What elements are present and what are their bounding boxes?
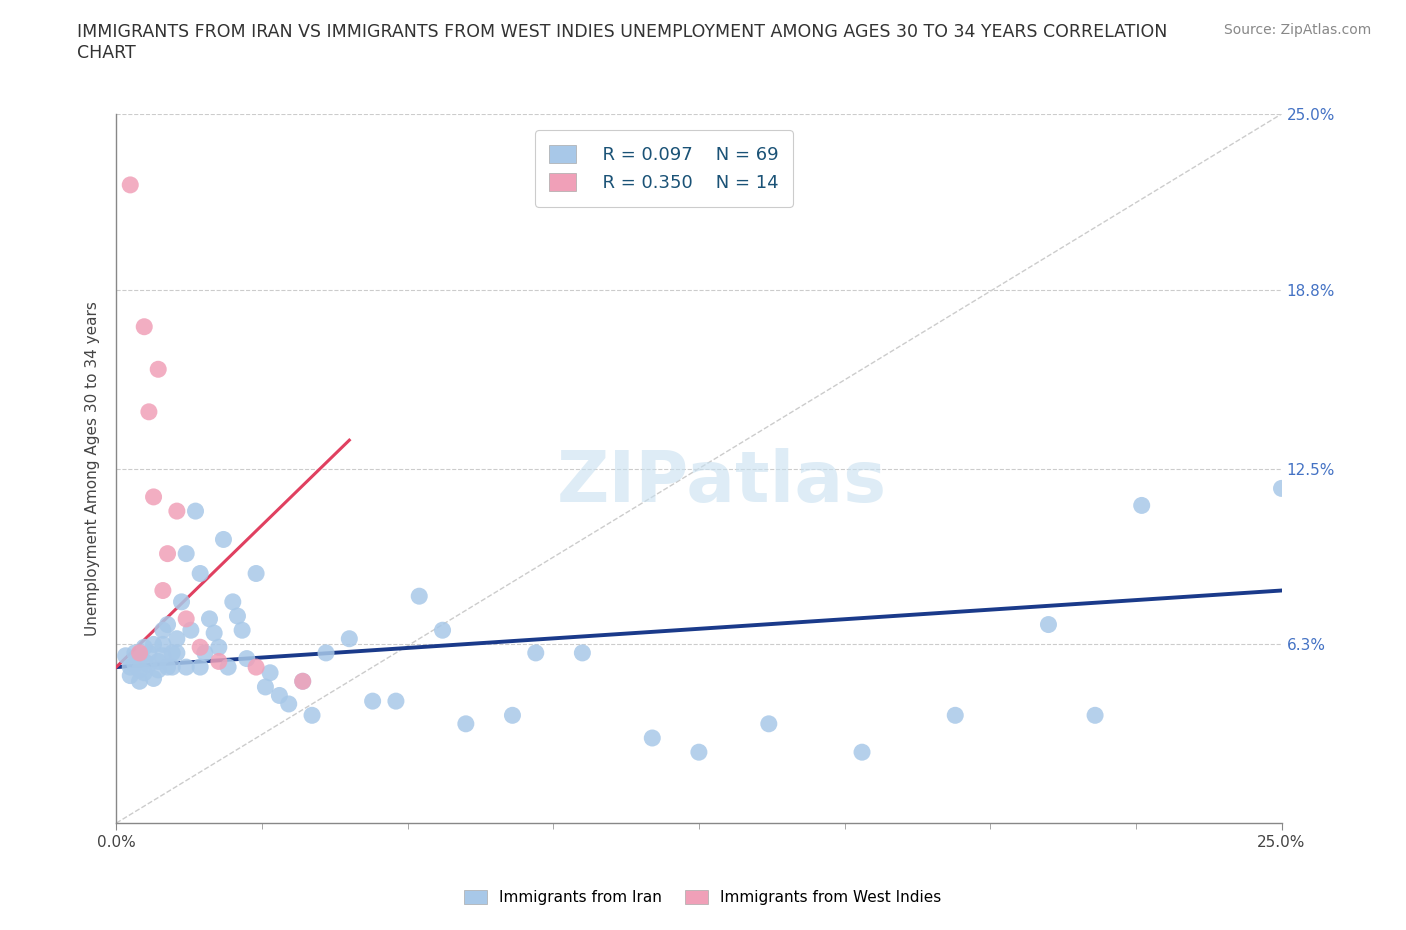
Point	[208, 640, 231, 655]
Legend:   R = 0.097    N = 69,   R = 0.350    N = 14: R = 0.097 N = 69, R = 0.350 N = 14	[534, 130, 793, 206]
Point	[152, 637, 174, 652]
Point	[408, 589, 430, 604]
Point	[160, 659, 183, 674]
Text: ZIPatlas: ZIPatlas	[557, 448, 887, 517]
Point	[188, 659, 211, 674]
Point	[361, 694, 384, 709]
Point	[301, 708, 323, 723]
Point	[142, 671, 165, 686]
Point	[148, 362, 170, 377]
Point	[148, 654, 170, 669]
Point	[174, 659, 197, 674]
Point	[166, 631, 188, 646]
Point	[128, 651, 150, 666]
Point	[148, 662, 170, 677]
Point	[156, 659, 179, 674]
Point	[259, 665, 281, 680]
Point	[128, 662, 150, 677]
Point	[128, 645, 150, 660]
Point	[337, 631, 360, 646]
Point	[180, 623, 202, 638]
Point	[120, 178, 142, 193]
Y-axis label: Unemployment Among Ages 30 to 34 years: Unemployment Among Ages 30 to 34 years	[86, 301, 100, 636]
Point	[277, 697, 299, 711]
Point	[291, 674, 314, 689]
Point	[432, 623, 454, 638]
Point	[194, 645, 217, 660]
Point	[1130, 498, 1153, 512]
Point	[245, 566, 267, 581]
Text: Source: ZipAtlas.com: Source: ZipAtlas.com	[1223, 23, 1371, 37]
Point	[1270, 481, 1292, 496]
Point	[1038, 618, 1060, 632]
Point	[142, 637, 165, 652]
Point	[120, 659, 142, 674]
Point	[1084, 708, 1107, 723]
Point	[166, 645, 188, 660]
Point	[138, 405, 160, 419]
Point	[231, 623, 253, 638]
Point	[124, 645, 146, 660]
Point	[134, 654, 156, 669]
Point	[385, 694, 408, 709]
Point	[851, 745, 873, 760]
Point	[571, 645, 593, 660]
Point	[291, 674, 314, 689]
Point	[217, 659, 239, 674]
Point	[128, 674, 150, 689]
Point	[138, 645, 160, 660]
Point	[212, 532, 235, 547]
Point	[152, 648, 174, 663]
Point	[198, 611, 221, 626]
Point	[166, 504, 188, 519]
Point	[174, 546, 197, 561]
Point	[134, 319, 156, 334]
Point	[138, 657, 160, 671]
Point	[134, 665, 156, 680]
Point	[152, 583, 174, 598]
Point	[315, 645, 337, 660]
Point	[188, 640, 211, 655]
Point	[134, 640, 156, 655]
Point	[254, 680, 277, 695]
Point	[120, 668, 142, 683]
Point	[114, 648, 136, 663]
Text: IMMIGRANTS FROM IRAN VS IMMIGRANTS FROM WEST INDIES UNEMPLOYMENT AMONG AGES 30 T: IMMIGRANTS FROM IRAN VS IMMIGRANTS FROM …	[77, 23, 1168, 62]
Point	[142, 489, 165, 504]
Point	[688, 745, 710, 760]
Point	[641, 731, 664, 746]
Legend: Immigrants from Iran, Immigrants from West Indies: Immigrants from Iran, Immigrants from We…	[458, 884, 948, 911]
Point	[524, 645, 547, 660]
Point	[124, 657, 146, 671]
Point	[170, 594, 193, 609]
Point	[156, 546, 179, 561]
Point	[269, 688, 291, 703]
Point	[188, 566, 211, 581]
Point	[222, 594, 245, 609]
Point	[226, 608, 249, 623]
Point	[236, 651, 259, 666]
Point	[152, 623, 174, 638]
Point	[501, 708, 523, 723]
Point	[943, 708, 966, 723]
Point	[174, 611, 197, 626]
Point	[245, 659, 267, 674]
Point	[454, 716, 477, 731]
Point	[160, 645, 183, 660]
Point	[156, 618, 179, 632]
Point	[184, 504, 207, 519]
Point	[202, 626, 225, 641]
Point	[758, 716, 780, 731]
Point	[208, 654, 231, 669]
